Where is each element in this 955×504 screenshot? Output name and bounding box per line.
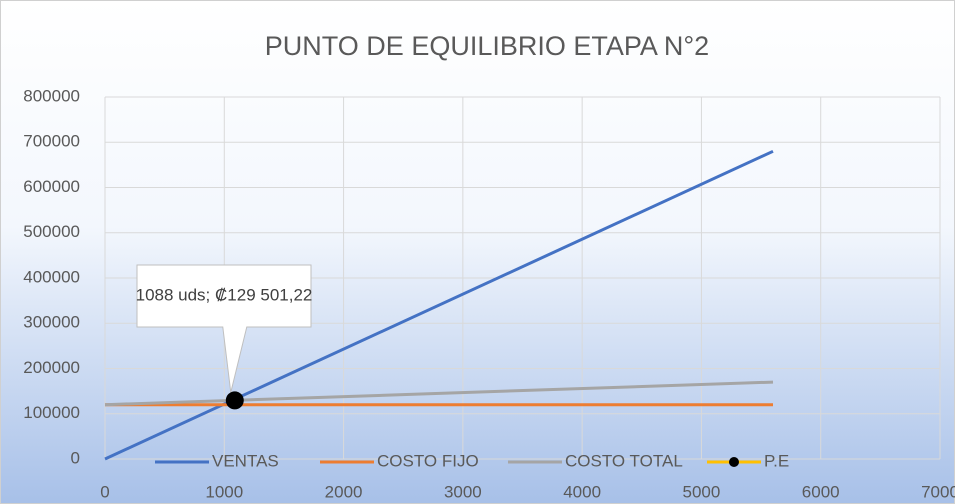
x-tick-label: 3000	[444, 482, 482, 501]
y-tick-label: 300000	[23, 313, 80, 332]
y-tick-label: 600000	[23, 177, 80, 196]
x-tick-label: 1000	[205, 482, 243, 501]
legend-label: COSTO FIJO	[377, 451, 479, 470]
y-tick-label: 500000	[23, 222, 80, 241]
y-tick-label: 400000	[23, 267, 80, 286]
chart-title: PUNTO DE EQUILIBRIO ETAPA N°2	[265, 31, 709, 61]
series-line	[104, 380, 774, 407]
callout	[136, 264, 312, 393]
x-tick-label: 5000	[683, 482, 721, 501]
y-tick-label: 800000	[23, 86, 80, 105]
y-tick-label: 200000	[23, 358, 80, 377]
data-point	[225, 391, 244, 410]
legend-label: COSTO TOTAL	[565, 451, 683, 470]
y-tick-label: 0	[71, 448, 80, 467]
legend-marker	[729, 457, 739, 467]
x-tick-label: 7000	[921, 482, 955, 501]
y-tick-label: 100000	[23, 403, 80, 422]
x-tick-label: 2000	[325, 482, 363, 501]
y-tick-label: 700000	[23, 132, 80, 151]
x-tick-label: 0	[100, 482, 109, 501]
x-tick-label: 4000	[563, 482, 601, 501]
x-tick-label: 6000	[802, 482, 840, 501]
legend-label: P.E	[764, 451, 789, 470]
data-label: 1088 uds; ₡129 501,22	[136, 285, 313, 304]
legend-label: VENTAS	[212, 451, 279, 470]
series-line	[104, 149, 774, 461]
